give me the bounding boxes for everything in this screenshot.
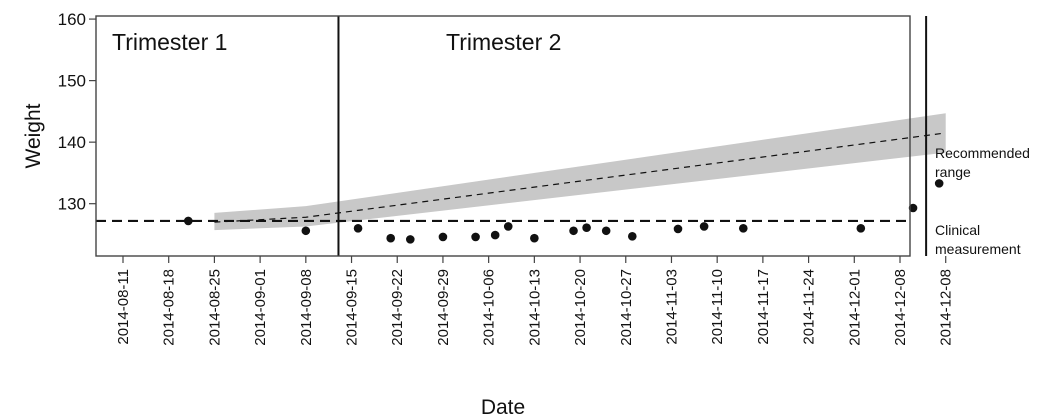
data-point [438, 232, 448, 242]
y-tick-label: 140 [58, 133, 86, 152]
recommended-range-annotation: Recommended range [935, 145, 1030, 180]
y-axis-title: Weight [22, 103, 45, 168]
data-point [856, 224, 866, 233]
x-tick-label: 2014-09-22 [389, 269, 406, 346]
x-tick-label: 2014-09-29 [435, 269, 452, 346]
x-tick-label: 2014-10-06 [481, 269, 498, 346]
recommended-range-band-layer [214, 113, 946, 231]
data-point [386, 233, 396, 243]
trimester-2-label: Trimester 2 [446, 29, 561, 55]
x-tick-label: 2014-10-27 [618, 269, 635, 346]
y-tick-label: 150 [58, 72, 86, 91]
x-tick-label: 2014-12-08 [938, 269, 955, 346]
x-tick-label: 2014-11-17 [755, 269, 772, 345]
data-point [673, 224, 683, 234]
data-point [738, 224, 748, 233]
y-tick-label: 160 [58, 10, 86, 29]
x-axis: 2014-08-11 2014-08-18 2014-08-25 2014-09-01… [115, 256, 955, 346]
x-tick-label: 2014-08-18 [161, 269, 178, 346]
x-tick-label: 2014-12-08 [892, 269, 909, 346]
plot-frame [95, 15, 911, 257]
x-tick-label: 2014-10-20 [572, 269, 589, 346]
data-point [183, 216, 193, 226]
x-tick-label: 2014-11-24 [801, 269, 818, 345]
y-tick-label: 130 [58, 195, 86, 214]
x-tick-label: 2014-09-08 [298, 269, 315, 346]
x-tick-label: 2014-11-03 [663, 269, 680, 345]
data-points [183, 179, 944, 244]
y-axis: 130 140 150 160 [58, 10, 96, 214]
x-tick-label: 2014-12-01 [846, 269, 863, 346]
data-point [699, 222, 709, 231]
x-tick-label: 2014-10-13 [526, 269, 543, 346]
clinical-measurement-annotation: Clinical measurement [935, 222, 1021, 257]
data-point [503, 222, 513, 231]
x-tick-label: 2014-09-01 [252, 269, 269, 346]
trimester-lines [337, 16, 928, 256]
note-clinical-line-1: Clinical [935, 222, 980, 238]
data-point [530, 233, 539, 243]
note-recommended-line-2: range [935, 164, 971, 180]
data-point [627, 232, 637, 241]
data-point [934, 179, 944, 188]
data-point [490, 230, 500, 240]
note-clinical-line-2: measurement [935, 241, 1021, 257]
recommended-range-center-line [214, 132, 946, 223]
x-axis-title: Date [481, 396, 525, 419]
note-recommended-line-1: Recommended [935, 145, 1030, 161]
data-point [405, 235, 415, 244]
data-point [353, 224, 363, 233]
x-tick-label: 2014-11-10 [709, 269, 726, 345]
trimester-1-label: Trimester 1 [112, 29, 227, 55]
data-point [582, 223, 591, 232]
data-point [601, 226, 611, 236]
recommended-range-band [214, 113, 946, 231]
x-tick-label: 2014-08-25 [206, 269, 223, 346]
x-tick-label: 2014-08-11 [115, 269, 132, 345]
data-point [301, 226, 311, 236]
data-point [908, 203, 918, 213]
x-tick-label: 2014-09-15 [344, 269, 361, 346]
data-point [471, 232, 480, 242]
data-point [569, 226, 578, 236]
